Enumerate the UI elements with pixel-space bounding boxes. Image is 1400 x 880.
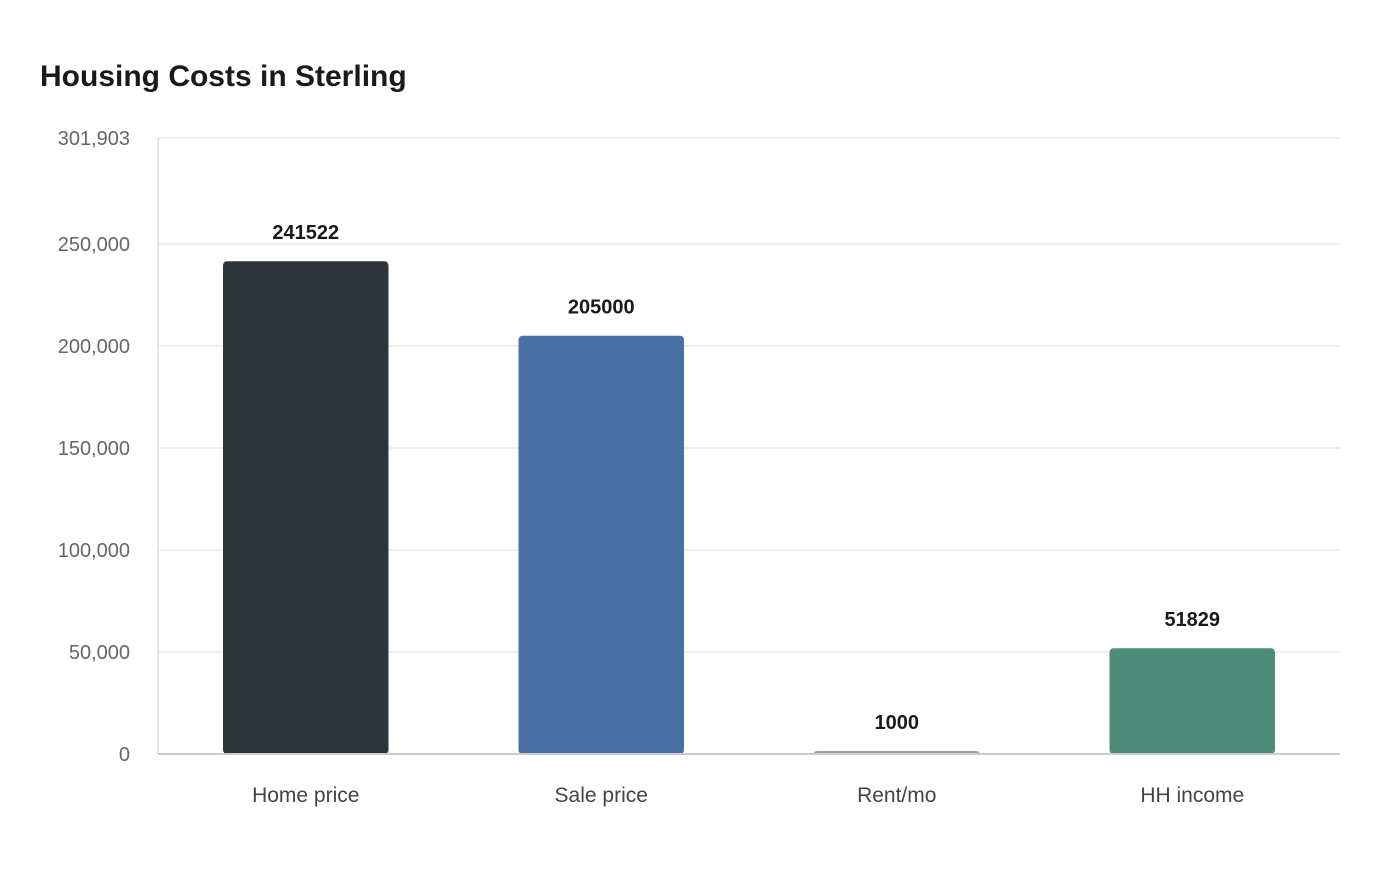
y-tick-label: 250,000 xyxy=(58,234,130,256)
y-tick-label: 200,000 xyxy=(58,336,130,358)
y-tick-label: 301,903 xyxy=(58,128,130,150)
x-category-label: HH income xyxy=(1140,784,1244,807)
y-tick-label: 150,000 xyxy=(58,438,130,460)
y-tick-label: 0 xyxy=(119,744,130,766)
y-tick-label: 50,000 xyxy=(69,642,130,664)
data-label: 51829 xyxy=(1164,609,1220,631)
bar xyxy=(223,261,389,754)
bar xyxy=(518,335,684,754)
x-category-label: Rent/mo xyxy=(857,784,936,807)
x-category-label: Sale price xyxy=(555,784,648,807)
bar xyxy=(1109,648,1275,754)
data-label: 205000 xyxy=(568,297,635,319)
data-label: 1000 xyxy=(875,712,920,734)
x-category-label: Home price xyxy=(252,784,359,807)
data-label: 241522 xyxy=(272,222,339,244)
chart-title: Housing Costs in Sterling xyxy=(40,60,407,93)
y-tick-label: 100,000 xyxy=(58,540,130,562)
